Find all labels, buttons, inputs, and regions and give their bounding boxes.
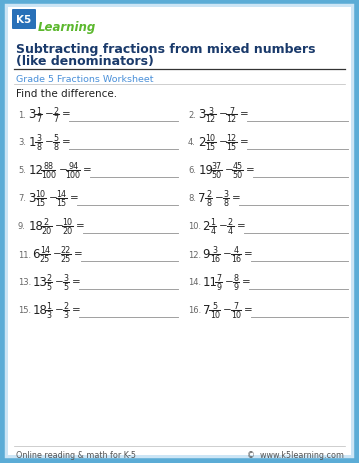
Text: 9: 9 <box>216 282 221 291</box>
Text: −: − <box>219 221 228 231</box>
Text: =: = <box>72 277 81 287</box>
Text: −: − <box>219 109 228 119</box>
Text: 3.: 3. <box>18 138 26 147</box>
Text: 5: 5 <box>53 134 59 143</box>
Text: 7: 7 <box>199 192 206 205</box>
Text: 10: 10 <box>36 190 46 199</box>
Text: 3: 3 <box>64 274 69 283</box>
Text: 4.: 4. <box>188 138 196 147</box>
Text: K5: K5 <box>17 15 32 25</box>
Text: 5.: 5. <box>18 166 26 175</box>
Text: 10: 10 <box>210 310 220 319</box>
Text: 3: 3 <box>208 106 213 115</box>
Text: 7: 7 <box>229 106 234 115</box>
Text: 2: 2 <box>44 218 49 227</box>
Text: 4: 4 <box>233 246 238 255</box>
Text: =: = <box>72 305 81 315</box>
Text: −: − <box>223 305 232 315</box>
Text: 3: 3 <box>223 190 228 199</box>
Text: =: = <box>242 277 251 287</box>
FancyBboxPatch shape <box>8 8 351 455</box>
Text: 10: 10 <box>205 134 215 143</box>
Text: 94: 94 <box>68 162 78 171</box>
Text: 8: 8 <box>53 143 59 152</box>
Text: 1.: 1. <box>18 110 26 119</box>
Text: 6: 6 <box>33 248 40 261</box>
Text: 22: 22 <box>61 246 71 255</box>
Text: 9: 9 <box>233 282 238 291</box>
Text: Subtracting fractions from mixed numbers: Subtracting fractions from mixed numbers <box>16 44 316 56</box>
Text: Learning: Learning <box>38 20 96 33</box>
Text: 7: 7 <box>53 115 59 124</box>
Text: =: = <box>74 249 83 259</box>
Text: 2: 2 <box>53 106 59 115</box>
Text: −: − <box>219 137 228 147</box>
Text: =: = <box>246 165 255 175</box>
Text: 2: 2 <box>228 218 233 227</box>
Text: −: − <box>55 221 63 231</box>
Text: 12: 12 <box>28 164 43 177</box>
Text: −: − <box>49 193 57 203</box>
Text: 5: 5 <box>212 302 217 311</box>
Text: 4: 4 <box>228 226 233 236</box>
Text: 6.: 6. <box>188 166 196 175</box>
Text: 14: 14 <box>40 246 50 255</box>
Text: 5: 5 <box>63 282 69 291</box>
Text: 12: 12 <box>227 134 237 143</box>
Text: 12: 12 <box>205 115 215 124</box>
Text: ©  www.k5learning.com: © www.k5learning.com <box>247 450 344 459</box>
Text: 2.: 2. <box>188 110 196 119</box>
Text: 10: 10 <box>231 310 241 319</box>
Text: 8: 8 <box>206 199 211 207</box>
Text: 37: 37 <box>211 162 222 171</box>
Text: =: = <box>240 137 249 147</box>
Text: 11: 11 <box>202 276 218 289</box>
Text: 3: 3 <box>36 134 41 143</box>
Text: 1: 1 <box>36 106 41 115</box>
Text: 18: 18 <box>33 304 47 317</box>
Text: 15: 15 <box>205 143 215 152</box>
Text: 10: 10 <box>62 218 73 227</box>
Text: 3: 3 <box>199 108 206 121</box>
Text: 8: 8 <box>233 274 238 283</box>
Text: 50: 50 <box>232 171 242 180</box>
Text: 8.: 8. <box>188 194 196 203</box>
Text: 2: 2 <box>63 302 69 311</box>
Text: 100: 100 <box>41 171 56 180</box>
Text: 3: 3 <box>64 310 69 319</box>
Text: =: = <box>62 137 71 147</box>
Text: −: − <box>223 249 232 259</box>
Text: Grade 5 Fractions Worksheet: Grade 5 Fractions Worksheet <box>16 75 154 83</box>
Text: 3: 3 <box>28 108 36 121</box>
Text: 11.: 11. <box>18 250 31 259</box>
Text: 10.: 10. <box>188 222 201 231</box>
Text: 3: 3 <box>212 246 217 255</box>
Text: 13.: 13. <box>18 278 31 287</box>
Text: 19: 19 <box>199 164 213 177</box>
Text: −: − <box>215 193 224 203</box>
Text: 15: 15 <box>36 199 46 207</box>
Text: 8: 8 <box>36 143 41 152</box>
Text: −: − <box>59 165 67 175</box>
Text: 1: 1 <box>210 218 215 227</box>
Text: =: = <box>62 109 71 119</box>
Text: 20: 20 <box>41 226 51 236</box>
Text: 15.: 15. <box>18 306 31 315</box>
Text: 15: 15 <box>227 143 237 152</box>
Text: 18: 18 <box>28 220 43 233</box>
Text: 8: 8 <box>223 199 228 207</box>
Text: 5: 5 <box>46 282 51 291</box>
Text: −: − <box>53 249 62 259</box>
Text: 15: 15 <box>56 199 67 207</box>
Text: =: = <box>232 193 241 203</box>
Text: 7.: 7. <box>18 194 26 203</box>
FancyBboxPatch shape <box>12 10 36 30</box>
Text: =: = <box>244 305 253 315</box>
Text: 14.: 14. <box>188 278 201 287</box>
Text: 1: 1 <box>28 136 36 149</box>
Text: =: = <box>83 165 92 175</box>
Text: =: = <box>240 109 249 119</box>
Text: =: = <box>76 221 84 231</box>
Text: 7: 7 <box>202 304 210 317</box>
